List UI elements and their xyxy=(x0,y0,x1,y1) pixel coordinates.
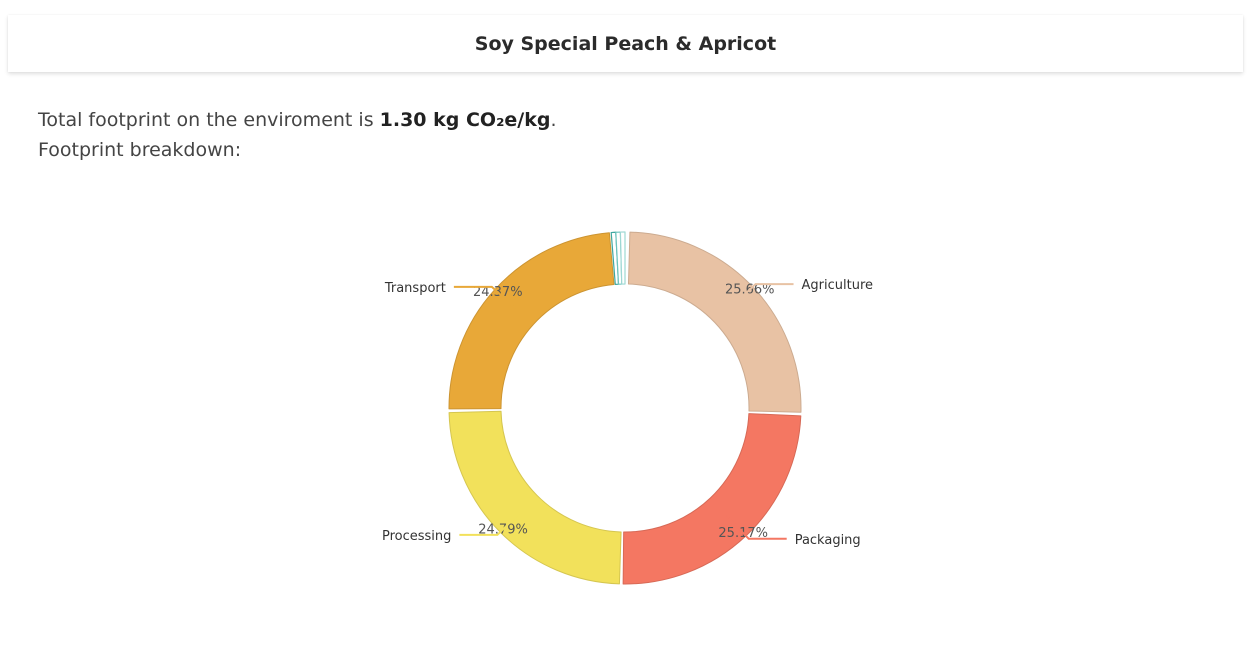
page-title: Soy Special Peach & Apricot xyxy=(474,32,777,55)
slice-sliver-6[interactable] xyxy=(619,231,626,285)
slice-name-label-packaging: Packaging xyxy=(795,533,861,548)
footprint-summary: Total footprint on the enviroment is 1.3… xyxy=(38,105,557,165)
leader-line-processing xyxy=(459,511,521,536)
slice-name-label-transport: Transport xyxy=(384,281,446,296)
footprint-breakdown-label: Footprint breakdown: xyxy=(38,139,242,161)
total-footprint-prefix: Total footprint on the enviroment is xyxy=(38,109,380,131)
leader-line-transport xyxy=(453,285,517,310)
slice-name-label-agriculture: Agriculture xyxy=(802,278,874,293)
total-footprint-suffix: . xyxy=(550,109,557,131)
leader-line-agriculture xyxy=(731,283,794,307)
leader-line-packaging xyxy=(725,514,787,540)
slice-processing[interactable] xyxy=(448,410,622,585)
slice-agriculture[interactable] xyxy=(627,231,802,413)
slice-packaging[interactable] xyxy=(622,413,802,585)
slice-transport[interactable] xyxy=(448,232,615,410)
slice-name-label-processing: Processing xyxy=(382,529,451,544)
total-footprint-line: Total footprint on the enviroment is 1.3… xyxy=(38,105,557,135)
total-footprint-value: 1.30 kg CO₂e/kg xyxy=(379,109,551,131)
page-header: Soy Special Peach & Apricot xyxy=(8,15,1243,72)
